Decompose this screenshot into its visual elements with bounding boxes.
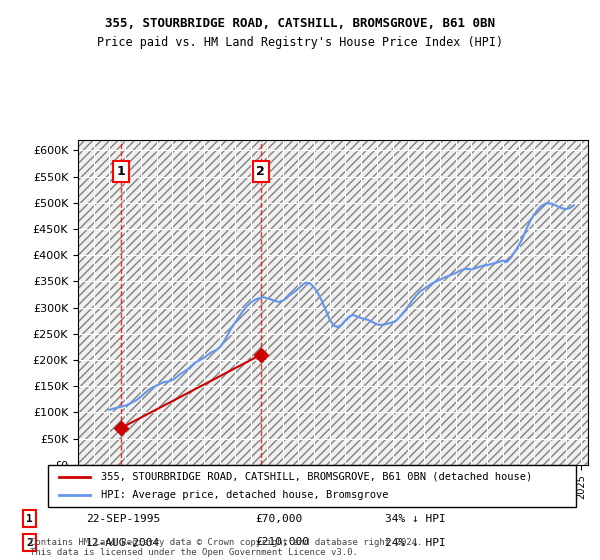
Text: 1: 1: [116, 165, 125, 178]
Text: £210,000: £210,000: [255, 538, 309, 548]
Text: 355, STOURBRIDGE ROAD, CATSHILL, BROMSGROVE, B61 0BN (detached house): 355, STOURBRIDGE ROAD, CATSHILL, BROMSGR…: [101, 472, 532, 482]
FancyBboxPatch shape: [48, 465, 576, 507]
Text: 2: 2: [256, 165, 265, 178]
Text: 2: 2: [26, 538, 32, 548]
Text: 22-SEP-1995: 22-SEP-1995: [86, 514, 160, 524]
Text: 12-AUG-2004: 12-AUG-2004: [86, 538, 160, 548]
Text: 34% ↓ HPI: 34% ↓ HPI: [385, 514, 445, 524]
Text: 1: 1: [26, 514, 32, 524]
Text: HPI: Average price, detached house, Bromsgrove: HPI: Average price, detached house, Brom…: [101, 490, 388, 500]
Text: 24% ↓ HPI: 24% ↓ HPI: [385, 538, 445, 548]
Text: Price paid vs. HM Land Registry's House Price Index (HPI): Price paid vs. HM Land Registry's House …: [97, 36, 503, 49]
Text: 355, STOURBRIDGE ROAD, CATSHILL, BROMSGROVE, B61 0BN: 355, STOURBRIDGE ROAD, CATSHILL, BROMSGR…: [105, 17, 495, 30]
Text: £70,000: £70,000: [255, 514, 302, 524]
Text: Contains HM Land Registry data © Crown copyright and database right 2024.
This d: Contains HM Land Registry data © Crown c…: [30, 538, 422, 557]
